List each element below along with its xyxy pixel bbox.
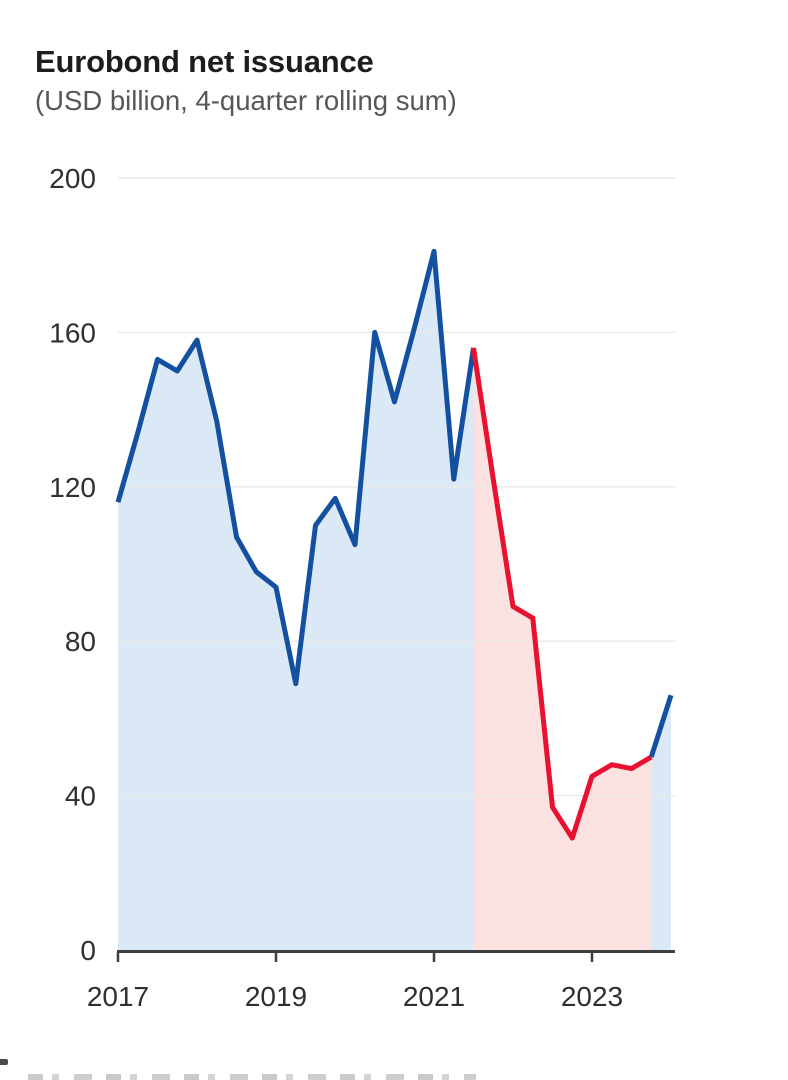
y-tick-label-160: 160 — [49, 317, 96, 348]
area-fills — [118, 251, 671, 951]
clipped-footnote-marker — [0, 1059, 8, 1065]
y-tick-label-80: 80 — [65, 626, 96, 657]
x-tick-label-2019: 2019 — [245, 981, 307, 1012]
x-tick-label-2023: 2023 — [561, 981, 623, 1012]
y-tick-label-40: 40 — [65, 781, 96, 812]
gridlines — [118, 177, 675, 797]
x-axis — [116, 950, 675, 962]
x-tick-label-2017: 2017 — [87, 981, 149, 1012]
series-lines — [115, 248, 674, 841]
area-fill-early-period-blue — [118, 251, 474, 951]
area-fill-downturn-red — [473, 347, 652, 951]
series-line-downturn-red — [471, 347, 653, 841]
x-tick-label-2021: 2021 — [403, 981, 465, 1012]
series-line-early-period-blue — [115, 248, 476, 687]
chart-subtitle: (USD billion, 4-quarter rolling sum) — [35, 85, 457, 116]
y-tick-label-120: 120 — [49, 472, 96, 503]
area-fill-rebound-blue — [651, 695, 671, 950]
series-line-rebound-blue — [648, 694, 674, 758]
chart-title: Eurobond net issuance — [35, 44, 374, 79]
y-axis-labels: 0 40 80 120 160 200 — [49, 163, 96, 966]
x-axis-labels: 2017 2019 2021 2023 — [87, 981, 623, 1012]
clipped-caption-fragment — [28, 1074, 476, 1080]
y-tick-label-0: 0 — [80, 935, 96, 966]
y-tick-label-200: 200 — [49, 163, 96, 194]
